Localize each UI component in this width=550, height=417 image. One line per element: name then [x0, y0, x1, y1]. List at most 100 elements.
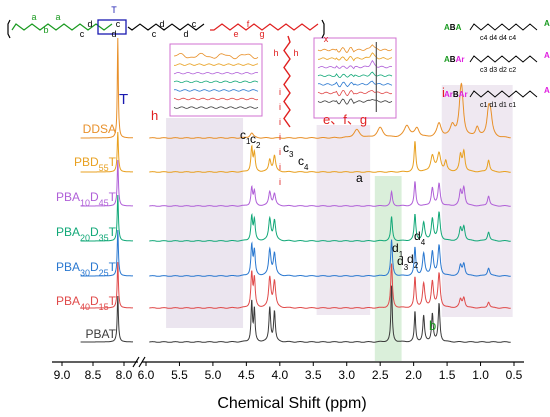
atom-label: a — [55, 12, 60, 22]
inset-trace — [173, 97, 259, 101]
series-label-DDSA: DDSA — [83, 122, 116, 136]
axis-break-mark — [138, 356, 146, 368]
atom-label: d — [87, 19, 92, 29]
inset-trace — [173, 63, 259, 66]
x-tick-label: 4.0 — [271, 368, 288, 382]
peak-label-i: i — [442, 85, 445, 100]
region-a-region — [374, 176, 402, 361]
inset-box — [169, 43, 263, 117]
sequence-chain — [469, 55, 538, 63]
peak-label-T: T — [119, 91, 128, 108]
sequence-label: ABAr c3 d3 d2 c2 Ar — [444, 51, 550, 74]
sequence-chain-labels: c4 d4 d4 c4 — [480, 35, 516, 42]
trace-right-PBA40D15T — [149, 263, 511, 309]
x-tick-label: 2.5 — [372, 368, 389, 382]
atom-label: d — [111, 29, 116, 39]
trace-right-DDSA — [149, 82, 511, 139]
trace-left-PBD55T — [80, 131, 133, 173]
atom-label: h — [293, 48, 298, 58]
peak-label-c3: c3 — [283, 141, 294, 159]
peak-label-c2: c2 — [250, 132, 261, 150]
inset-trace — [317, 80, 393, 88]
sequence-label: ABA c4 d4 d4 c4 A — [444, 19, 550, 42]
peak-label-h: h — [151, 108, 158, 123]
x-tick-label: 9.0 — [54, 368, 71, 382]
x-tick-label: 1.5 — [439, 368, 456, 382]
atom-label: g — [259, 29, 264, 39]
trace-left-PBA20D35T — [80, 194, 133, 242]
sequence-name: ABA — [444, 23, 462, 32]
ddsa-side-chain — [283, 35, 291, 128]
region-i-region — [441, 85, 513, 317]
atom-label: a — [31, 12, 36, 22]
x-tick-label: 1.0 — [472, 368, 489, 382]
atom-label-i: i — [279, 162, 281, 172]
trace-right-PBA20D35T — [149, 211, 511, 242]
atom-label: e — [233, 29, 238, 39]
series-label-PBA20D35T: PBA20D35T — [56, 225, 117, 243]
atom-label-i: i — [279, 117, 281, 127]
inset-box — [313, 37, 397, 119]
trace-right-PBA10D45T — [149, 181, 511, 207]
trace-right-PBA30D25T — [149, 239, 511, 277]
series-label-PBA30D25T: PBA30D25T — [56, 260, 117, 278]
inset-trace — [318, 52, 393, 62]
x-axis: 9.0 8.5 8.0 6.0 5.5 5.0 4.5 4.0 3.5 3.0 2.5 2.0 1.5 1… — [52, 356, 524, 382]
atom-label: d — [159, 19, 164, 29]
sequence-chain — [469, 90, 538, 98]
inset-trace — [317, 98, 393, 105]
inset-trace — [173, 71, 259, 75]
atom-label-i: i — [279, 177, 281, 187]
x-tick-label: 4.5 — [238, 368, 255, 382]
trace-left-PBA30D25T — [80, 229, 133, 277]
inset-trace — [317, 71, 393, 79]
series-label-PBA10D45T: PBA10D45T — [56, 190, 117, 208]
spectra-traces — [80, 37, 511, 343]
atom-label: h — [273, 48, 278, 58]
series-label-PBAT: PBAT — [86, 327, 117, 341]
x-tick-label: 5.5 — [171, 368, 188, 382]
peak-label-d2: d2 — [407, 252, 419, 270]
zoom-insets — [169, 37, 397, 119]
sequence-chain-labels: c3 d3 d2 c2 — [480, 67, 516, 74]
x-tick-label: 0.5 — [506, 368, 523, 382]
region-efg-region — [316, 125, 371, 315]
x-tick-label: 8.5 — [85, 368, 102, 382]
sequence-name: ABAr — [444, 55, 464, 64]
peak-label-d1: d1 — [392, 241, 404, 259]
x-axis-label: Chemical Shift (ppm) — [217, 395, 366, 412]
inset-trace — [173, 80, 259, 84]
atom-label: d — [183, 29, 188, 39]
atom-label-i: i — [279, 147, 281, 157]
peak-label-c4: c4 — [298, 154, 309, 172]
peak-label-e、f、g: e、f、g — [323, 112, 367, 127]
inset-trace — [173, 106, 259, 109]
atom-label: c — [192, 19, 197, 29]
benzene-ring — [97, 19, 127, 35]
atom-label-i: i — [279, 102, 281, 112]
inset-trace — [317, 44, 393, 53]
peak-label-a: a — [356, 171, 363, 185]
inset-trace — [173, 52, 259, 60]
inset-trace — [173, 89, 259, 92]
backbone-adipate — [11, 23, 113, 31]
peak-label-b: b — [429, 318, 436, 333]
sequence-end: A — [544, 19, 550, 28]
atom-label: x — [324, 34, 329, 44]
bracket-left — [7, 19, 11, 39]
atom-label: b — [43, 25, 48, 35]
sequence-chain-labels: c1 d1 d1 c1 — [480, 102, 516, 109]
sequence-label: ArBAr c1 d1 d1 c1 Ar — [444, 86, 550, 109]
atom-label: i — [279, 87, 281, 97]
atom-label: c — [80, 29, 85, 39]
x-tick-label: 3.5 — [305, 368, 322, 382]
x-tick-label: 3.0 — [338, 368, 355, 382]
inset-trace — [317, 89, 393, 97]
atom-label-i: i — [279, 132, 281, 142]
x-tick-label: 6.0 — [138, 368, 155, 382]
peak-label-d4: d4 — [414, 229, 426, 247]
sequence-end: Ar — [544, 86, 550, 95]
